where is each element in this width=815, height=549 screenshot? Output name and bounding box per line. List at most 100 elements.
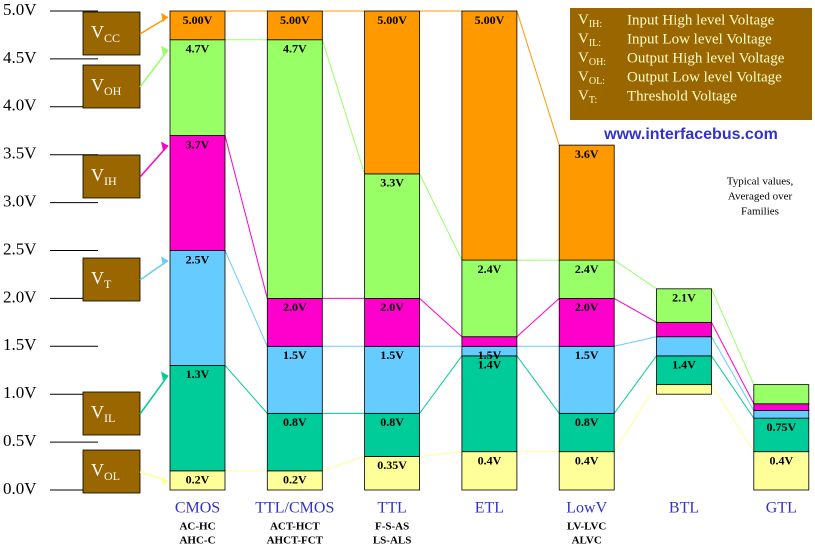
connector-line — [419, 451, 462, 457]
level-arrowhead — [161, 13, 168, 22]
value-label: 4.7V — [283, 41, 307, 55]
level-arrowhead — [161, 45, 168, 55]
x-tick-label: TTL — [377, 500, 406, 517]
level-box — [82, 64, 141, 109]
level-subscript: CC — [104, 31, 120, 45]
level-segment — [558, 345, 615, 414]
value-label: 5.00V — [183, 13, 213, 27]
key-symbol: VIL: — [578, 31, 601, 49]
connector-line — [711, 288, 755, 385]
value-label: 0.8V — [380, 415, 404, 429]
y-tick-label: 2.0V — [3, 287, 37, 306]
connector-line — [711, 336, 755, 411]
level-subscript: T — [104, 277, 112, 291]
connector-line — [711, 322, 755, 405]
level-box — [82, 11, 141, 56]
level-segment — [656, 355, 712, 386]
connector-line — [614, 336, 657, 347]
note: Typical values, — [727, 176, 794, 188]
level-symbol: V — [91, 460, 104, 480]
x-tick-label: TTL/CMOS — [255, 500, 334, 517]
x-tick-label: GTL — [766, 500, 797, 517]
level-segment — [558, 412, 615, 453]
level-segment — [656, 321, 712, 338]
level-segment — [753, 451, 810, 491]
x-tick-label: BTL — [669, 500, 699, 517]
note: Averaged over — [728, 191, 793, 203]
level-segment — [266, 10, 323, 41]
value-label: 0.8V — [283, 415, 307, 429]
key-text: Threshold Voltage — [627, 88, 737, 104]
website: www.interfacebus.com — [603, 126, 778, 143]
connector-line — [321, 39, 366, 175]
key-subscript: T: — [589, 95, 597, 106]
level-segment — [266, 39, 323, 299]
key-v: V — [578, 50, 589, 66]
value-label: 1.5V — [283, 348, 307, 362]
key-text: Input High level Voltage — [627, 12, 775, 28]
connector-line — [419, 173, 463, 261]
connector-line — [613, 259, 657, 290]
value-label: 2.4V — [575, 262, 599, 276]
level-segment — [558, 144, 615, 261]
value-label: 0.4V — [575, 453, 599, 467]
category-subtitle: AHCT-FCT — [267, 535, 324, 547]
category-subtitle: ACT-HCT — [270, 521, 320, 533]
value-label: 0.35V — [377, 458, 407, 472]
value-label: 2.0V — [575, 300, 599, 314]
connector-line — [322, 455, 365, 472]
level-subscript: OL — [104, 469, 120, 483]
value-label: 3.3V — [380, 176, 404, 190]
value-label: 5.00V — [475, 13, 505, 27]
level-arrowhead — [161, 141, 168, 151]
level-subscript: IL — [104, 411, 115, 425]
level-subscript: OH — [104, 84, 122, 98]
key-v: V — [578, 69, 589, 85]
level-symbol: V — [91, 75, 104, 95]
connector-line — [224, 250, 268, 347]
connector-line — [516, 10, 560, 146]
connector-line — [613, 297, 657, 323]
value-label: 2.0V — [380, 300, 404, 314]
level-segment — [169, 135, 226, 251]
level-segment — [266, 412, 323, 472]
level-segment — [266, 297, 323, 347]
level-segment — [364, 412, 421, 457]
value-label: 1.5V — [575, 348, 599, 362]
key-subscript: OL: — [589, 76, 605, 87]
level-segment — [753, 410, 810, 419]
level-segment — [461, 336, 518, 347]
level-segment — [753, 417, 810, 453]
level-segment — [656, 384, 712, 395]
note: Families — [741, 206, 779, 218]
value-label: 3.6V — [575, 147, 599, 161]
key-v: V — [578, 31, 589, 47]
value-label: 0.8V — [575, 415, 599, 429]
connector-line — [613, 384, 657, 452]
category-subtitle: F-S-AS — [375, 521, 409, 533]
x-tick-label: ETL — [475, 500, 504, 517]
value-label: 1.5V — [380, 348, 404, 362]
level-segment — [558, 297, 615, 347]
value-label: 3.7V — [186, 137, 210, 151]
level-label: VCC — [91, 22, 120, 45]
value-label: 2.4V — [478, 262, 502, 276]
y-tick-label: 5.0V — [3, 0, 37, 19]
category-subtitle: AC-HC — [179, 521, 215, 533]
level-arrowhead — [161, 256, 168, 266]
value-label: 1.4V — [478, 358, 502, 372]
level-segment — [364, 345, 421, 414]
level-segment — [461, 259, 518, 338]
value-label: 1.5V — [478, 348, 502, 362]
y-tick-label: 3.0V — [3, 192, 37, 211]
value-label: 0.4V — [769, 453, 793, 467]
level-segment — [558, 259, 615, 299]
key-text: Output High level Voltage — [627, 50, 785, 66]
level-label: VOH — [91, 75, 122, 98]
level-arrowhead — [161, 476, 168, 486]
value-label: 5.00V — [280, 13, 310, 27]
y-tick-label: 2.5V — [3, 239, 37, 258]
key-box — [570, 8, 812, 120]
y-tick-label: 3.5V — [3, 144, 37, 163]
value-label: 2.5V — [186, 252, 210, 266]
